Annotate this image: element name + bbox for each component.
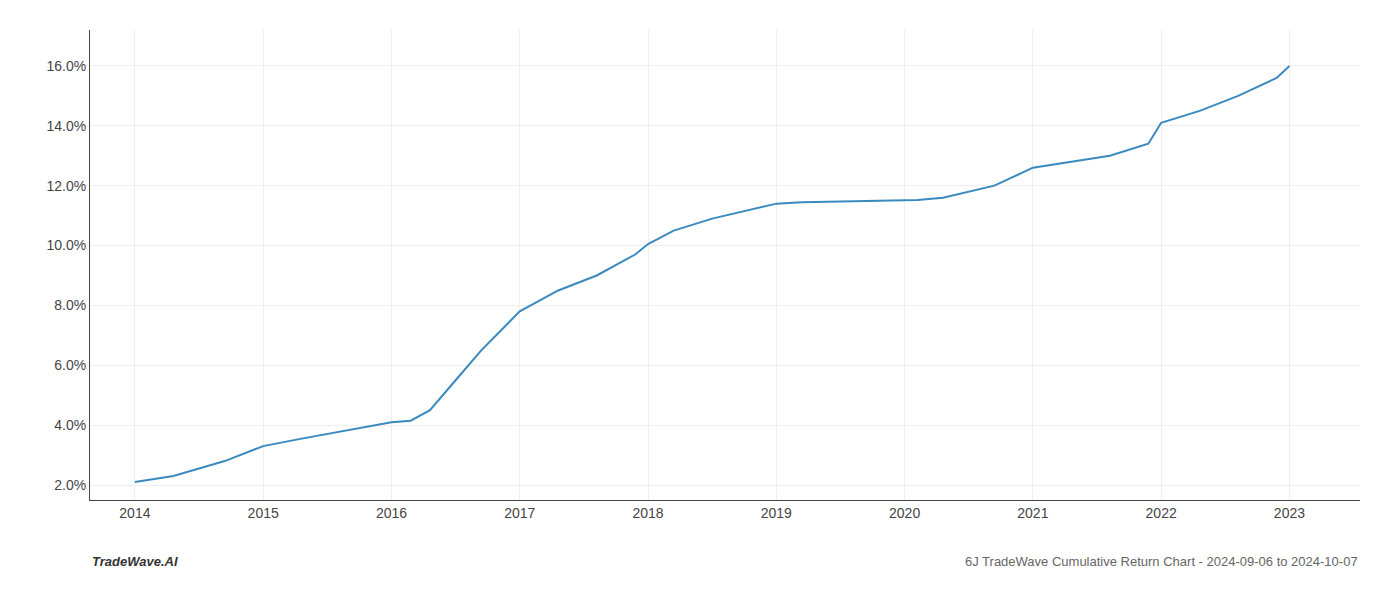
svg-text:2017: 2017 [504, 505, 535, 521]
svg-text:10.0%: 10.0% [46, 237, 86, 253]
svg-text:2014: 2014 [119, 505, 150, 521]
svg-text:2019: 2019 [761, 505, 792, 521]
svg-text:14.0%: 14.0% [46, 118, 86, 134]
svg-text:2016: 2016 [376, 505, 407, 521]
svg-text:2022: 2022 [1146, 505, 1177, 521]
svg-text:16.0%: 16.0% [46, 58, 86, 74]
svg-text:2023: 2023 [1274, 505, 1305, 521]
svg-text:2.0%: 2.0% [54, 477, 86, 493]
svg-text:4.0%: 4.0% [54, 417, 86, 433]
svg-text:2020: 2020 [889, 505, 920, 521]
svg-text:6.0%: 6.0% [54, 357, 86, 373]
svg-text:2018: 2018 [632, 505, 663, 521]
svg-text:6J TradeWave Cumulative Return: 6J TradeWave Cumulative Return Chart - 2… [965, 554, 1358, 569]
svg-text:TradeWave.AI: TradeWave.AI [92, 554, 178, 569]
svg-text:2021: 2021 [1017, 505, 1048, 521]
svg-text:2015: 2015 [248, 505, 279, 521]
svg-text:8.0%: 8.0% [54, 297, 86, 313]
svg-text:12.0%: 12.0% [46, 178, 86, 194]
